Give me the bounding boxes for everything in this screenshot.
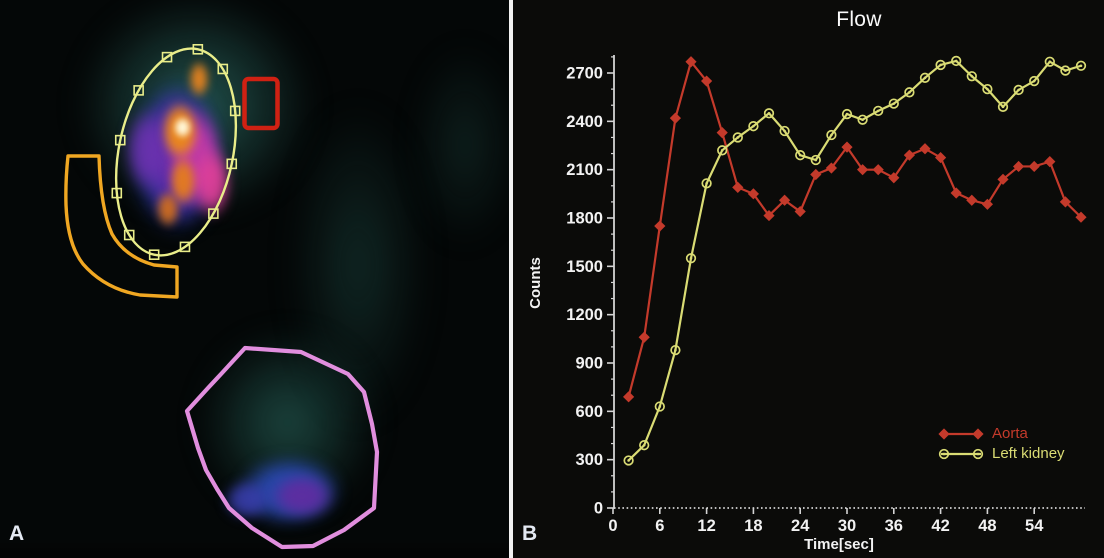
roi-handle[interactable] xyxy=(148,249,160,261)
x-tick-label: 48 xyxy=(978,517,996,535)
y-tick-label: 1200 xyxy=(566,306,603,324)
roi-handle[interactable] xyxy=(179,241,191,253)
legend-label-aorta: Aorta xyxy=(992,425,1028,442)
x-tick-label: 18 xyxy=(744,517,762,535)
x-tick-label: 42 xyxy=(931,517,949,535)
y-tick-label: 600 xyxy=(575,403,603,421)
y-tick-label: 900 xyxy=(575,355,603,373)
roi-handle[interactable] xyxy=(123,229,135,241)
chart-legend: Aorta Left kidney xyxy=(937,424,1065,464)
flow-line-chart: 0 300 600 900 1200 1500 1800 2100 2400 2700 0 6 12 18… xyxy=(566,55,1087,535)
roi-handle[interactable] xyxy=(111,187,123,199)
legend-label-left-kidney: Left kidney xyxy=(992,445,1065,462)
roi-handle[interactable] xyxy=(161,51,173,63)
chart-title: Flow xyxy=(836,8,882,31)
kidney-ellipse-roi[interactable] xyxy=(98,37,253,266)
roi-handle[interactable] xyxy=(133,85,144,96)
x-tick-label: 12 xyxy=(697,517,715,535)
legend-item-aorta: Aorta xyxy=(937,424,1065,444)
y-tick-label: 2400 xyxy=(566,113,603,131)
aorta-series xyxy=(623,56,1087,403)
y-tick-label: 1800 xyxy=(566,210,603,228)
x-tick-label: 0 xyxy=(608,517,617,535)
panel-divider xyxy=(509,0,513,558)
y-tick-label: 1500 xyxy=(566,258,603,276)
y-tick-label: 0 xyxy=(594,500,603,518)
x-tick-label: 36 xyxy=(885,517,903,535)
x-tick-label: 6 xyxy=(655,517,664,535)
roi-handle[interactable] xyxy=(217,63,229,75)
roi-handle[interactable] xyxy=(229,105,241,117)
roi-handle[interactable] xyxy=(226,158,238,170)
x-axis-title: Time[sec] xyxy=(804,536,874,553)
y-tick-label: 2700 xyxy=(566,65,603,83)
legend-item-left-kidney: Left kidney xyxy=(937,444,1065,464)
aorta-series-marker-icon xyxy=(938,428,984,440)
scintigraphy-panel: A xyxy=(0,0,509,558)
left-kidney-series xyxy=(623,55,1087,466)
x-tick-label: 24 xyxy=(791,517,810,535)
roi-handle[interactable] xyxy=(114,134,126,146)
panel-a-label: A xyxy=(9,522,25,545)
flow-chart-panel: Flow Counts 0 300 600 900 1200 1500 1800 2100 24… xyxy=(513,0,1104,558)
x-tick-label: 30 xyxy=(838,517,856,535)
x-tick-label: 54 xyxy=(1025,517,1044,535)
y-tick-label: 2100 xyxy=(566,161,603,179)
roi-handle[interactable] xyxy=(192,43,204,55)
left-kidney-series-marker-icon xyxy=(938,448,984,460)
y-tick-label: 300 xyxy=(575,451,603,469)
roi-overlay xyxy=(64,37,380,550)
background-rect-roi[interactable] xyxy=(242,76,280,131)
kidney-roi-handles[interactable] xyxy=(111,43,241,261)
panel-b-label: B xyxy=(522,522,538,545)
roi-handle[interactable] xyxy=(208,208,219,219)
bladder-polygon-roi[interactable] xyxy=(184,345,380,550)
perirenal-band-roi[interactable] xyxy=(64,154,179,299)
